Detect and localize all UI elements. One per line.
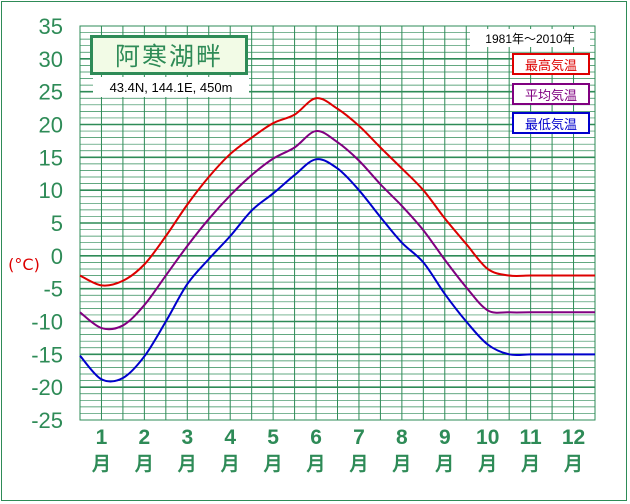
x-tick-label: 5 [267, 426, 279, 449]
period-text: 1981年～2010年 [485, 31, 575, 46]
legend-mean: 平均気温 [512, 83, 590, 105]
location-box: 43.4N, 144.1E, 450m [93, 77, 249, 97]
y-axis-label: (°C) [8, 255, 40, 274]
x-tick-month-suffix: 月 [391, 453, 411, 475]
x-tick-label: 4 [224, 426, 236, 449]
y-tick-label: -5 [43, 277, 63, 302]
series-mean-line [79, 130, 595, 331]
x-tick-label: 12 [562, 426, 585, 449]
x-tick-month-suffix: 月 [220, 453, 240, 475]
x-tick-month-suffix: 月 [134, 453, 154, 475]
y-tick-label: 25 [39, 80, 63, 105]
x-tick-month-suffix: 月 [477, 453, 497, 475]
y-tick-label: 5 [51, 211, 63, 236]
x-tick-label: 3 [181, 426, 193, 449]
series-max-line [79, 97, 595, 287]
y-tick-label: 0 [51, 244, 63, 269]
y-tick-label: -10 [31, 310, 63, 335]
x-tick-label: 2 [139, 426, 151, 449]
y-tick-label: -15 [31, 342, 63, 367]
x-tick-month-suffix: 月 [563, 453, 583, 475]
x-tick-label: 1 [96, 426, 108, 449]
x-tick-month-suffix: 月 [520, 453, 540, 475]
y-tick-label: -20 [31, 375, 63, 400]
y-tick-label: 35 [39, 14, 63, 39]
x-tick-month-suffix: 月 [434, 453, 454, 475]
period-box: 1981年～2010年 [470, 29, 590, 47]
x-tick-month-suffix: 月 [177, 453, 197, 475]
series-lines [79, 97, 595, 383]
legend-max: 最高気温 [512, 53, 590, 75]
x-tick-month-suffix: 月 [306, 453, 326, 475]
y-tick-label: -25 [31, 408, 63, 433]
y-tick-label: 20 [39, 113, 63, 138]
legend-min-label: 最低気温 [524, 117, 577, 133]
legend-max-label: 最高気温 [524, 58, 577, 74]
x-tick-label: 9 [439, 426, 451, 449]
y-tick-label: 15 [39, 145, 63, 170]
x-tick-label: 11 [520, 426, 543, 449]
location-text: 43.4N, 144.1E, 450m [109, 79, 233, 95]
x-tick-label: 8 [396, 426, 408, 449]
x-tick-month-suffix: 月 [91, 453, 111, 475]
y-tick-labels: 35 30 25 20 15 10 5 0 -5 -10 -15 -20 -25 [31, 14, 63, 433]
x-tick-month-suffix: 月 [263, 453, 283, 475]
x-tick-label: 10 [476, 426, 499, 449]
y-tick-label: 10 [39, 178, 63, 203]
x-tick-month-suffix: 月 [348, 453, 368, 475]
x-tick-label: 7 [353, 426, 365, 449]
series-min-line [79, 158, 595, 383]
legend-mean-label: 平均気温 [524, 88, 577, 104]
chart-title: 阿寒湖畔 [114, 42, 223, 71]
y-tick-label: 30 [39, 47, 63, 72]
title-box: 阿寒湖畔 [90, 35, 248, 75]
x-tick-label: 6 [310, 426, 322, 449]
legend-min: 最低気温 [512, 112, 590, 134]
x-tick-labels: 1 月 2 月 3 月 4 月 5 月 6 月 7 月 8 月 9 月 10 月 11 月 12 月 [91, 426, 585, 475]
